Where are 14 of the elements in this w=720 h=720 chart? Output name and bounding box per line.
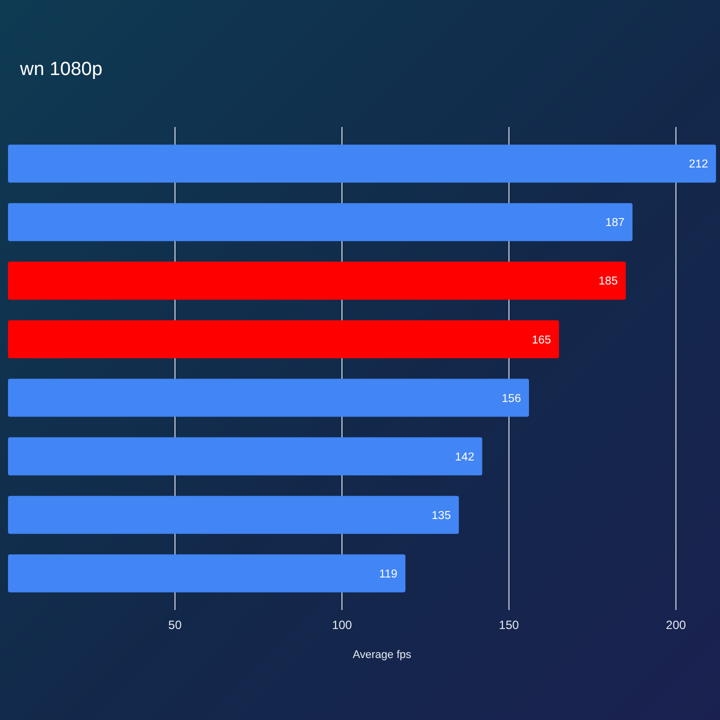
- x-axis-title: Average fps: [352, 649, 412, 661]
- chart-title: wn 1080p: [19, 59, 102, 80]
- data-label: 156: [502, 392, 521, 405]
- data-label: 135: [432, 510, 451, 522]
- x-tick-label: 150: [498, 618, 520, 632]
- x-tick-label: 50: [168, 618, 182, 632]
- x-tick-label: 200: [666, 618, 686, 632]
- data-label: 212: [688, 158, 708, 171]
- data-label: 187: [605, 217, 625, 230]
- x-tick-label: 100: [332, 618, 352, 632]
- data-label: 119: [379, 568, 398, 580]
- data-label: 142: [455, 451, 474, 464]
- data-label: 185: [598, 276, 618, 288]
- data-label: 165: [532, 334, 552, 346]
